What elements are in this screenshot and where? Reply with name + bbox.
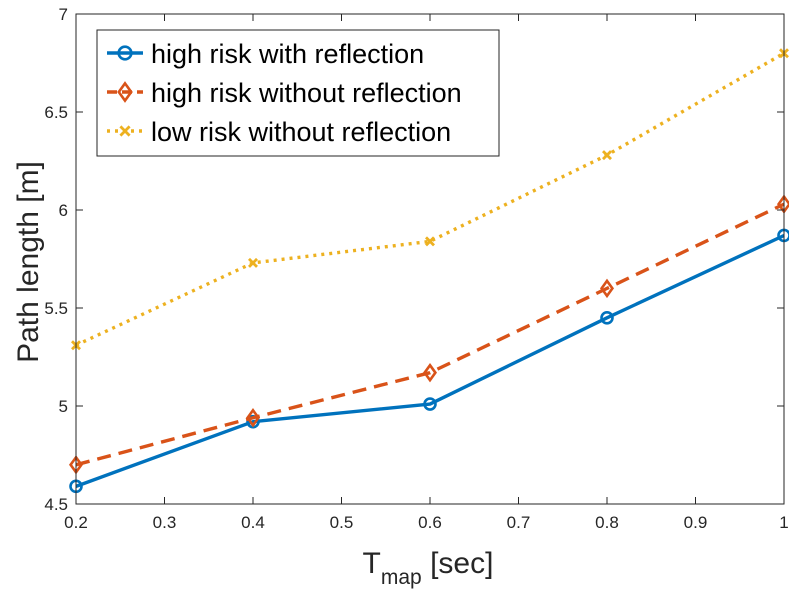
x-axis-title: Tmap [sec] [363,547,494,589]
x-axis-title-subscript: map [381,566,422,589]
x-axis-title-suffix: [sec] [422,547,494,580]
data-point-s1-1 [245,408,261,428]
legend-swatch-marker-1 [117,81,133,103]
legend: high risk with reflection high risk witho… [96,29,500,157]
x-tick-label: 0.9 [684,513,708,532]
data-point-s2-2 [425,236,435,247]
x-tick-label: 0.5 [330,513,354,532]
y-tick-label: 7 [59,5,68,24]
x-tick-label: 0.4 [241,513,265,532]
y-tick-label: 5.5 [44,299,68,318]
data-point-s0-2 [423,397,437,411]
data-point-s1-2 [422,362,438,383]
data-point-s2-3 [602,150,612,161]
legend-label: low risk without reflection [151,117,451,147]
legend-swatch-marker-0 [117,45,133,61]
x-tick-label: 0.3 [153,513,177,532]
data-point-s2-1 [248,257,258,268]
plot-area [68,48,789,494]
legend-label: high risk without reflection [151,78,462,108]
legend-box [96,29,500,157]
x-tick-label: 1 [779,513,788,532]
y-axis-title: Path length [m] [12,161,45,363]
legend-swatch-marker-2 [119,125,131,137]
y-tick-label: 5 [59,397,68,416]
data-point-s0-3 [600,310,614,325]
x-tick-label: 0.8 [595,513,619,532]
data-point-s1-3 [599,278,615,299]
series-line-2 [75,51,785,347]
x-tick-label: 0.2 [64,513,88,532]
axis-labels: Path length [m] Tmap [sec] [12,161,493,589]
axes: 0.2 0.3 0.4 0.5 0.6 0.7 0.8 0.9 1 4.5 5 5.5 6 6.5 7 [44,5,788,532]
x-axis-title-main: T [363,547,381,580]
series-line-0 [75,233,785,488]
legend-label: high risk with reflection [151,39,424,69]
x-tick-label: 0.6 [418,513,442,532]
y-tick-label: 6.5 [44,103,68,122]
y-tick-label: 4.5 [44,495,68,514]
x-tick-label: 0.7 [507,513,531,532]
y-tick-label: 6 [59,201,68,220]
series-line-1 [75,202,785,467]
